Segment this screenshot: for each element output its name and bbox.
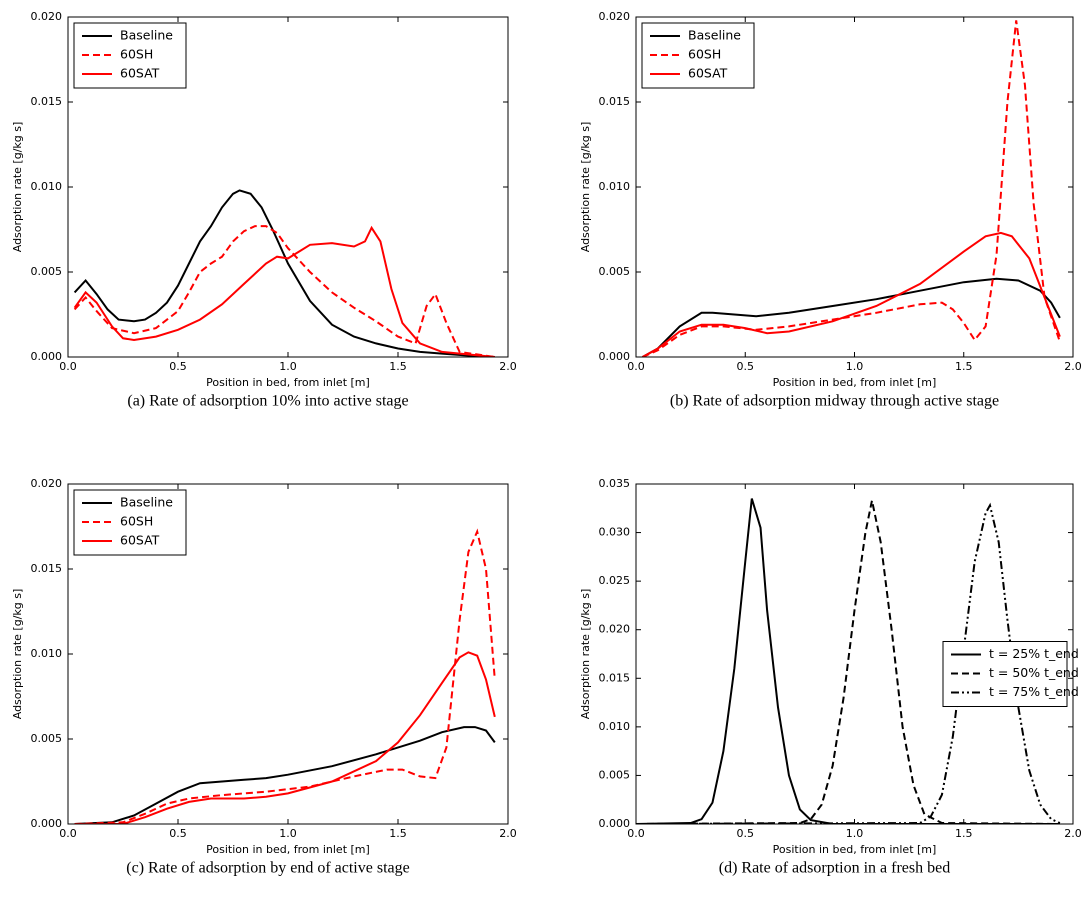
legend-box (641, 22, 755, 89)
x-tick-label: 1.0 (279, 360, 297, 373)
x-axis-label: Position in bed, from inlet [m] (773, 376, 937, 389)
y-tick-label: 0.015 (599, 671, 631, 684)
y-tick-label: 0.020 (599, 10, 631, 23)
x-tick-label: 1.0 (279, 827, 297, 840)
plot-frame (635, 16, 1074, 358)
y-tick-label: 0.030 (599, 526, 631, 539)
y-tick-label: 0.010 (599, 180, 631, 193)
data-line (642, 277, 1061, 357)
caption: (b) Rate of adsorption midway through ac… (670, 393, 999, 410)
y-tick-label: 0.025 (599, 574, 631, 587)
y-tick-label: 0.015 (599, 95, 631, 108)
data-line (74, 528, 496, 824)
y-axis-label: Adsorption rate [g/kg s] (579, 122, 592, 253)
x-tick-label: 2.0 (1064, 360, 1082, 373)
data-line (636, 498, 1060, 824)
y-tick-label: 0.015 (31, 562, 63, 575)
legend-label: Baseline (120, 28, 173, 43)
y-tick-label: 0.010 (599, 720, 631, 733)
legend-label: t = 50% t_end (989, 665, 1079, 680)
caption: (c) Rate of adsorption by end of active … (126, 860, 409, 877)
x-tick-label: 0.5 (169, 827, 187, 840)
legend-label: 60SAT (120, 66, 160, 81)
data-line (642, 20, 1061, 357)
y-tick-label: 0.005 (31, 265, 63, 278)
y-axis-label: Adsorption rate [g/kg s] (11, 589, 24, 720)
data-line (73, 225, 495, 357)
plot-frame (635, 483, 1074, 825)
x-tick-label: 1.5 (389, 360, 407, 373)
y-tick-label: 0.020 (599, 623, 631, 636)
x-tick-label: 0.0 (627, 827, 645, 840)
legend-label: t = 75% t_end (989, 684, 1079, 699)
y-tick-label: 0.000 (31, 817, 63, 830)
legend-label: 60SAT (120, 533, 160, 548)
caption: (a) Rate of adsorption 10% into active s… (127, 393, 408, 410)
y-tick-label: 0.020 (31, 477, 63, 490)
panel: 0.0 0.5 1.0 1.5 2.0 0.000 0.005 0.010 0.015 0.020… (579, 10, 1082, 410)
legend-label: t = 25% t_end (989, 646, 1079, 661)
data-line (73, 225, 495, 357)
plot-frame (67, 16, 509, 358)
legend-label: 60SAT (688, 66, 728, 81)
y-tick-label: 0.005 (31, 732, 63, 745)
x-tick-label: 0.0 (59, 360, 77, 373)
y-tick-label: 0.000 (599, 350, 631, 363)
panel: 0.0 0.5 1.0 1.5 2.0 0.000 0.005 0.010 0.015 0.020… (11, 10, 517, 410)
x-tick-label: 0.5 (169, 360, 187, 373)
legend-label: Baseline (120, 495, 173, 510)
x-axis-label: Position in bed, from inlet [m] (206, 376, 370, 389)
legend-box (73, 489, 187, 556)
y-tick-label: 0.005 (599, 768, 631, 781)
panel: 0.0 0.5 1.0 1.5 2.0 0.000 0.005 0.010 0.015 0.020… (11, 477, 517, 877)
y-tick-label: 0.035 (599, 477, 631, 490)
x-tick-label: 1.5 (955, 360, 973, 373)
y-axis-label: Adsorption rate [g/kg s] (579, 589, 592, 720)
y-axis-label: Adsorption rate [g/kg s] (11, 122, 24, 253)
data-line (74, 726, 496, 824)
legend-label: Baseline (688, 28, 741, 43)
x-tick-label: 2.0 (499, 360, 517, 373)
x-tick-label: 0.5 (737, 360, 755, 373)
x-axis-label: Position in bed, from inlet [m] (773, 843, 937, 856)
x-tick-label: 1.0 (846, 827, 864, 840)
x-tick-label: 0.0 (627, 360, 645, 373)
x-tick-label: 1.5 (955, 827, 973, 840)
x-tick-label: 1.0 (846, 360, 864, 373)
legend-label: 60SH (688, 47, 721, 62)
y-tick-label: 0.000 (31, 350, 63, 363)
y-tick-label: 0.020 (31, 10, 63, 23)
y-tick-label: 0.010 (31, 647, 63, 660)
data-line (642, 231, 1061, 357)
plot-frame (67, 483, 509, 825)
data-line (636, 500, 1060, 824)
panel: 0.0 0.5 1.0 1.5 2.0 0.000 0.005 0.010 0.015 0.020… (579, 477, 1082, 877)
y-tick-label: 0.015 (31, 95, 63, 108)
y-tick-label: 0.000 (599, 817, 631, 830)
x-tick-label: 2.0 (499, 827, 517, 840)
data-line (73, 189, 495, 357)
data-line (636, 502, 1061, 824)
x-tick-label: 0.5 (737, 827, 755, 840)
legend-box (73, 22, 187, 89)
y-tick-label: 0.010 (31, 180, 63, 193)
y-tick-label: 0.005 (599, 265, 631, 278)
x-tick-label: 1.5 (389, 827, 407, 840)
data-line (74, 651, 496, 824)
x-tick-label: 2.0 (1064, 827, 1082, 840)
x-tick-label: 0.0 (59, 827, 77, 840)
x-axis-label: Position in bed, from inlet [m] (206, 843, 370, 856)
legend-label: 60SH (120, 47, 153, 62)
caption: (d) Rate of adsorption in a fresh bed (719, 860, 950, 877)
legend-label: 60SH (120, 514, 153, 529)
